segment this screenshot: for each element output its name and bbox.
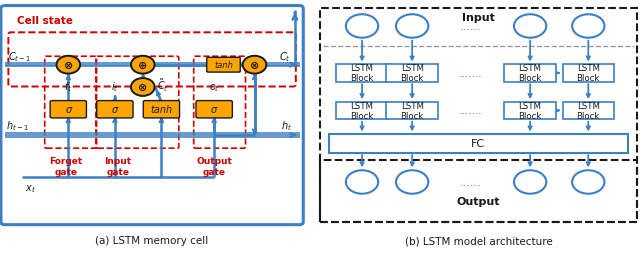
Text: (b) LSTM model architecture: (b) LSTM model architecture — [404, 235, 552, 245]
Text: ⊕: ⊕ — [138, 60, 147, 70]
FancyBboxPatch shape — [563, 102, 614, 120]
Text: tanh: tanh — [150, 105, 172, 115]
FancyBboxPatch shape — [504, 102, 556, 120]
Circle shape — [131, 57, 155, 74]
Text: ......: ...... — [460, 22, 482, 32]
Text: LSTM
Block: LSTM Block — [518, 102, 542, 120]
FancyBboxPatch shape — [50, 101, 86, 118]
Text: $C_{t-1}$: $C_{t-1}$ — [8, 50, 31, 64]
Text: LSTM
Block: LSTM Block — [577, 102, 600, 120]
Text: Cell state: Cell state — [17, 16, 73, 26]
Circle shape — [131, 79, 155, 97]
Text: $h_{t-1}$: $h_{t-1}$ — [6, 119, 29, 133]
Text: $f_t$: $f_t$ — [64, 80, 72, 94]
Text: LSTM
Block: LSTM Block — [401, 102, 424, 120]
Text: $C_t$: $C_t$ — [280, 50, 291, 64]
Text: ⊗: ⊗ — [250, 60, 259, 70]
Text: Output
gate: Output gate — [196, 156, 232, 176]
FancyBboxPatch shape — [329, 134, 628, 153]
Text: $o_t$: $o_t$ — [209, 82, 220, 94]
Circle shape — [243, 57, 266, 74]
FancyBboxPatch shape — [1, 7, 303, 225]
FancyBboxPatch shape — [320, 9, 637, 222]
Text: σ: σ — [112, 105, 118, 115]
Text: LSTM
Block: LSTM Block — [350, 64, 374, 83]
Text: LSTM
Block: LSTM Block — [401, 64, 424, 83]
Text: $i_t$: $i_t$ — [111, 80, 118, 94]
FancyBboxPatch shape — [337, 65, 388, 83]
Text: ......: ...... — [460, 177, 482, 187]
Text: .......: ....... — [459, 106, 483, 116]
Text: tanh: tanh — [214, 61, 233, 70]
Text: ⊗: ⊗ — [138, 83, 147, 93]
Text: LSTM
Block: LSTM Block — [518, 64, 542, 83]
FancyBboxPatch shape — [207, 58, 240, 73]
FancyBboxPatch shape — [196, 101, 232, 118]
Text: Forget
gate: Forget gate — [49, 156, 83, 176]
Text: LSTM
Block: LSTM Block — [577, 64, 600, 83]
FancyBboxPatch shape — [337, 102, 388, 120]
FancyBboxPatch shape — [387, 65, 438, 83]
FancyBboxPatch shape — [387, 102, 438, 120]
Circle shape — [56, 57, 80, 74]
Text: FC: FC — [471, 139, 486, 149]
Text: $h_t$: $h_t$ — [281, 119, 292, 133]
Text: Input: Input — [462, 13, 495, 23]
FancyBboxPatch shape — [143, 101, 180, 118]
Text: LSTM
Block: LSTM Block — [350, 102, 374, 120]
Text: $x_t$: $x_t$ — [25, 182, 36, 194]
Text: Output: Output — [457, 196, 500, 206]
Text: (a) LSTM memory cell: (a) LSTM memory cell — [95, 235, 209, 245]
Text: .......: ....... — [459, 69, 483, 78]
Text: Input
gate: Input gate — [104, 156, 131, 176]
FancyBboxPatch shape — [504, 65, 556, 83]
Text: σ: σ — [65, 105, 71, 115]
FancyBboxPatch shape — [97, 101, 133, 118]
FancyBboxPatch shape — [563, 65, 614, 83]
Text: σ: σ — [211, 105, 217, 115]
Text: $\tilde{C}_t$: $\tilde{C}_t$ — [157, 77, 169, 94]
Text: ⊗: ⊗ — [63, 60, 73, 70]
